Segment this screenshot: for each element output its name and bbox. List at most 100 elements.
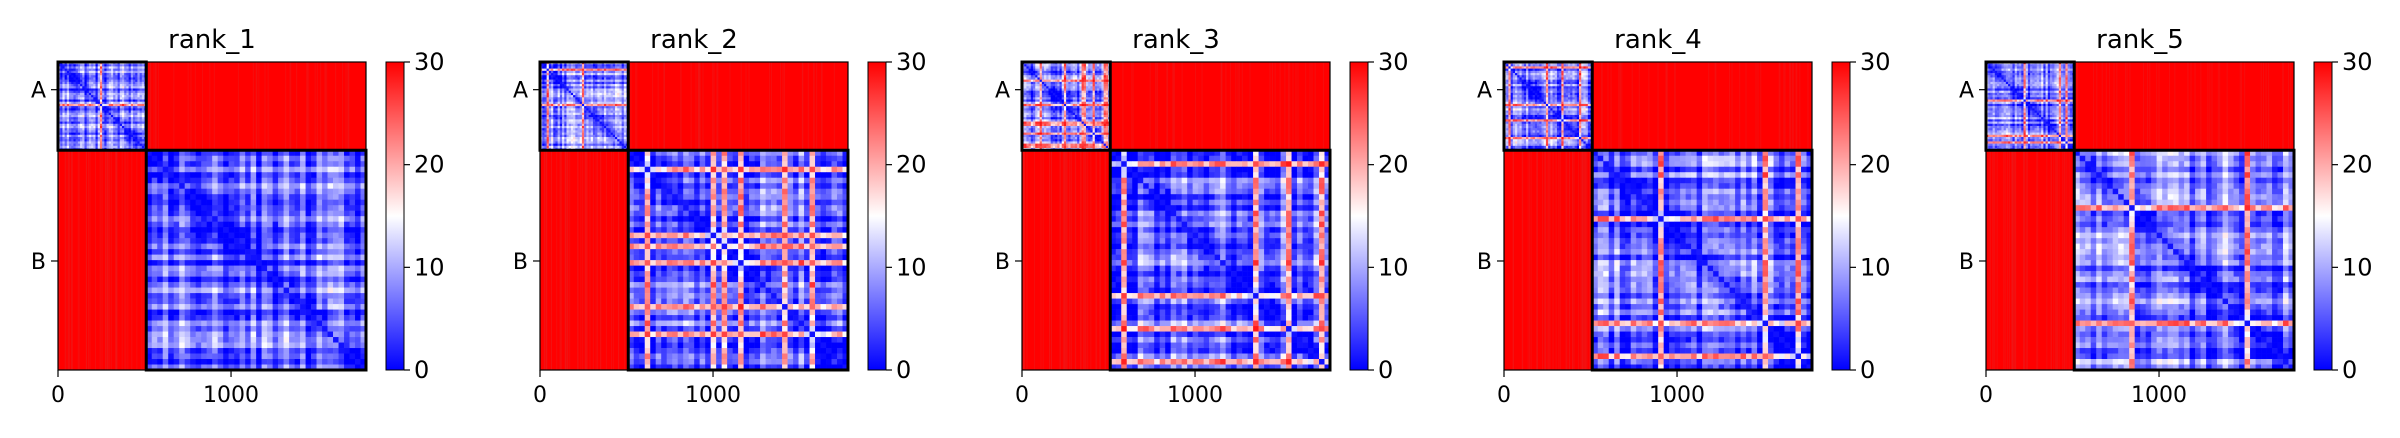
heatmap-cell (126, 66, 129, 69)
heatmap-cell (86, 125, 90, 129)
heatmap-cell (745, 62, 747, 151)
heatmap-cell (608, 106, 611, 109)
heatmap-cell (551, 97, 554, 100)
heatmap-cell (139, 95, 143, 98)
heatmap-cell (551, 106, 554, 109)
heatmap-cell (93, 128, 96, 131)
heatmap-cell (327, 260, 334, 266)
heatmap-cell (322, 298, 328, 305)
heatmap-cell (206, 205, 213, 211)
heatmap-cell (283, 155, 290, 162)
heatmap-cell (217, 282, 224, 288)
heatmap-cell (223, 199, 229, 206)
heatmap-cell (590, 95, 594, 98)
heatmap-cell (106, 134, 110, 138)
heatmap-cell (305, 232, 312, 239)
heatmap-cell (278, 172, 284, 179)
heatmap-cell (113, 137, 116, 140)
heatmap-cell (117, 99, 121, 103)
heatmap-cell (555, 139, 558, 142)
heatmap-cell (322, 276, 328, 283)
heatmap-cell (267, 359, 273, 365)
heatmap-cell (137, 70, 140, 74)
heatmap-cell (566, 108, 569, 111)
heatmap-cell (567, 150, 569, 370)
heatmap-cell (239, 309, 246, 316)
heatmap-cell (75, 110, 79, 114)
heatmap-cell (201, 210, 207, 217)
heatmap-cell (278, 194, 284, 200)
heatmap-cell (355, 227, 361, 233)
heatmap-cell (355, 287, 361, 294)
heatmap-cell (261, 155, 268, 162)
heatmap-cell (311, 348, 317, 354)
heatmap-cell (305, 298, 312, 305)
heatmap-cell (91, 117, 94, 120)
heatmap-cell (124, 141, 127, 144)
heatmap-cell (344, 177, 350, 184)
heatmap-cell (544, 117, 547, 120)
heatmap-cell (201, 320, 207, 327)
heatmap-cell (184, 249, 191, 255)
heatmap-cell (555, 108, 558, 111)
heatmap-cell (316, 194, 323, 200)
heatmap-cell (91, 84, 94, 87)
heatmap-cell (121, 125, 125, 129)
heatmap-cell (564, 84, 567, 87)
heatmap-cell (581, 130, 585, 133)
heatmap-cell (597, 150, 599, 370)
heatmap-cell (212, 364, 218, 371)
heatmap-cell (250, 194, 257, 200)
heatmap-cell (234, 161, 240, 168)
heatmap-cell (548, 134, 552, 138)
heatmap-cell (305, 282, 312, 288)
heatmap-cell (124, 145, 127, 149)
heatmap-cell (573, 139, 576, 142)
heatmap-cell (586, 106, 589, 109)
heatmap-cell (60, 86, 63, 89)
heatmap-cell (256, 265, 262, 272)
heatmap-cell (592, 88, 596, 91)
heatmap-cell (586, 143, 589, 147)
heatmap-cell (95, 128, 99, 131)
heatmap-cell (702, 62, 704, 151)
heatmap-cell (84, 106, 87, 109)
heatmap-cell (621, 84, 625, 87)
heatmap-cell (548, 119, 552, 122)
heatmap-cell (168, 265, 175, 272)
heatmap-cell (360, 359, 367, 365)
heatmap-cell (551, 145, 554, 149)
heatmap-cell (581, 134, 585, 138)
heatmap-cell (195, 205, 202, 211)
heatmap-cell (128, 145, 132, 149)
heatmap-cell (184, 188, 191, 195)
heatmap-cell (581, 92, 585, 96)
heatmap-cell (564, 88, 567, 91)
heatmap-cell (606, 108, 609, 111)
heatmap-cell (80, 139, 83, 142)
heatmap-cell (610, 128, 614, 131)
heatmap-cell (110, 95, 114, 98)
heatmap-cell (128, 86, 132, 89)
heatmap-cell (579, 139, 583, 142)
heatmap-cell (126, 117, 129, 120)
heatmap-cell (548, 143, 552, 147)
heatmap-cell (157, 298, 164, 305)
heatmap-cell (267, 166, 273, 173)
heatmap-cell (546, 84, 550, 87)
heatmap-cell (551, 123, 554, 127)
heatmap-cell (608, 79, 611, 83)
heatmap-cell (64, 125, 68, 129)
heatmap-cell (612, 125, 616, 129)
heatmap-cell (184, 161, 191, 168)
heatmap-cell (212, 150, 218, 157)
heatmap-cell (619, 81, 622, 85)
heatmap-cell (355, 276, 361, 283)
heatmap-cell (546, 139, 550, 142)
heatmap-cell (245, 359, 251, 365)
heatmap-cell (135, 114, 138, 118)
heatmap-cell (139, 66, 143, 69)
heatmap-cell (289, 155, 295, 162)
heatmap-cell (239, 183, 246, 190)
heatmap-cell (344, 150, 350, 157)
